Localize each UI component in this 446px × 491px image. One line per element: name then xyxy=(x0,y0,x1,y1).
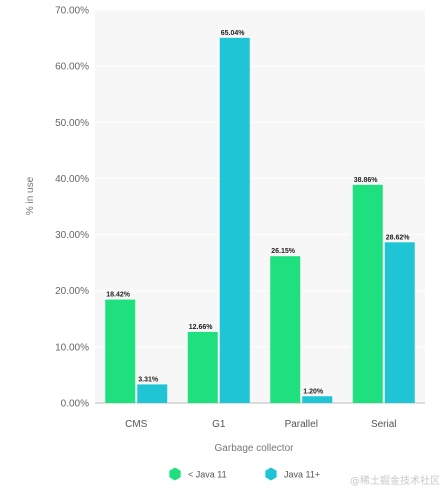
legend: < Java 11 Java 11+ xyxy=(169,467,320,481)
y-axis-ticks: 0.00% 10.00% 20.00% 30.00% 40.00% 50.00% 60.00… xyxy=(55,6,89,410)
bar-parallel-series-1 xyxy=(270,256,301,403)
x-axis-title: Garbage collector xyxy=(215,443,295,454)
x-tick-label: G1 xyxy=(212,419,226,430)
data-label: 18.42% xyxy=(106,292,131,299)
x-tick-label: CMS xyxy=(125,419,148,430)
data-label: 65.04% xyxy=(221,30,246,37)
bar-cms-series-2 xyxy=(137,384,168,403)
bar-serial-series-1 xyxy=(352,184,383,403)
legend-marker-series-1 xyxy=(169,467,181,481)
y-axis-title: % in use xyxy=(25,176,36,215)
bar-parallel-series-2 xyxy=(302,396,333,403)
x-axis-ticks: CMS G1 Parallel Serial xyxy=(125,419,396,430)
y-tick-label: 60.00% xyxy=(55,62,89,73)
y-tick-label: 40.00% xyxy=(55,174,89,185)
y-tick-label: 20.00% xyxy=(55,286,89,297)
data-label: 12.66% xyxy=(189,324,214,331)
y-tick-label: 0.00% xyxy=(61,399,89,410)
x-tick-label: Parallel xyxy=(285,419,318,430)
y-tick-label: 50.00% xyxy=(55,118,89,129)
data-label: 3.31% xyxy=(138,376,159,383)
data-label: 1.20% xyxy=(303,388,324,395)
legend-label: Java 11+ xyxy=(284,470,320,480)
x-tick-label: Serial xyxy=(371,419,397,430)
watermark: @稀土掘金技术社区 xyxy=(350,474,440,487)
y-tick-label: 10.00% xyxy=(55,342,89,353)
y-tick-label: 30.00% xyxy=(55,230,89,241)
bar-g1-series-2 xyxy=(219,37,250,403)
data-labels: 18.42% 3.31% 12.66% 65.04% 26.15% 1.20% 38.86%… xyxy=(106,30,410,395)
data-label: 26.15% xyxy=(271,248,296,255)
legend-label: < Java 11 xyxy=(188,470,227,480)
data-label: 38.86% xyxy=(354,177,379,184)
bar-g1-series-1 xyxy=(187,331,218,403)
data-label: 28.62% xyxy=(386,234,411,241)
bar-serial-series-2 xyxy=(384,242,415,403)
bars xyxy=(105,37,415,403)
legend-marker-series-2 xyxy=(265,467,277,481)
y-tick-label: 70.00% xyxy=(55,6,89,17)
bar-cms-series-1 xyxy=(105,299,136,403)
